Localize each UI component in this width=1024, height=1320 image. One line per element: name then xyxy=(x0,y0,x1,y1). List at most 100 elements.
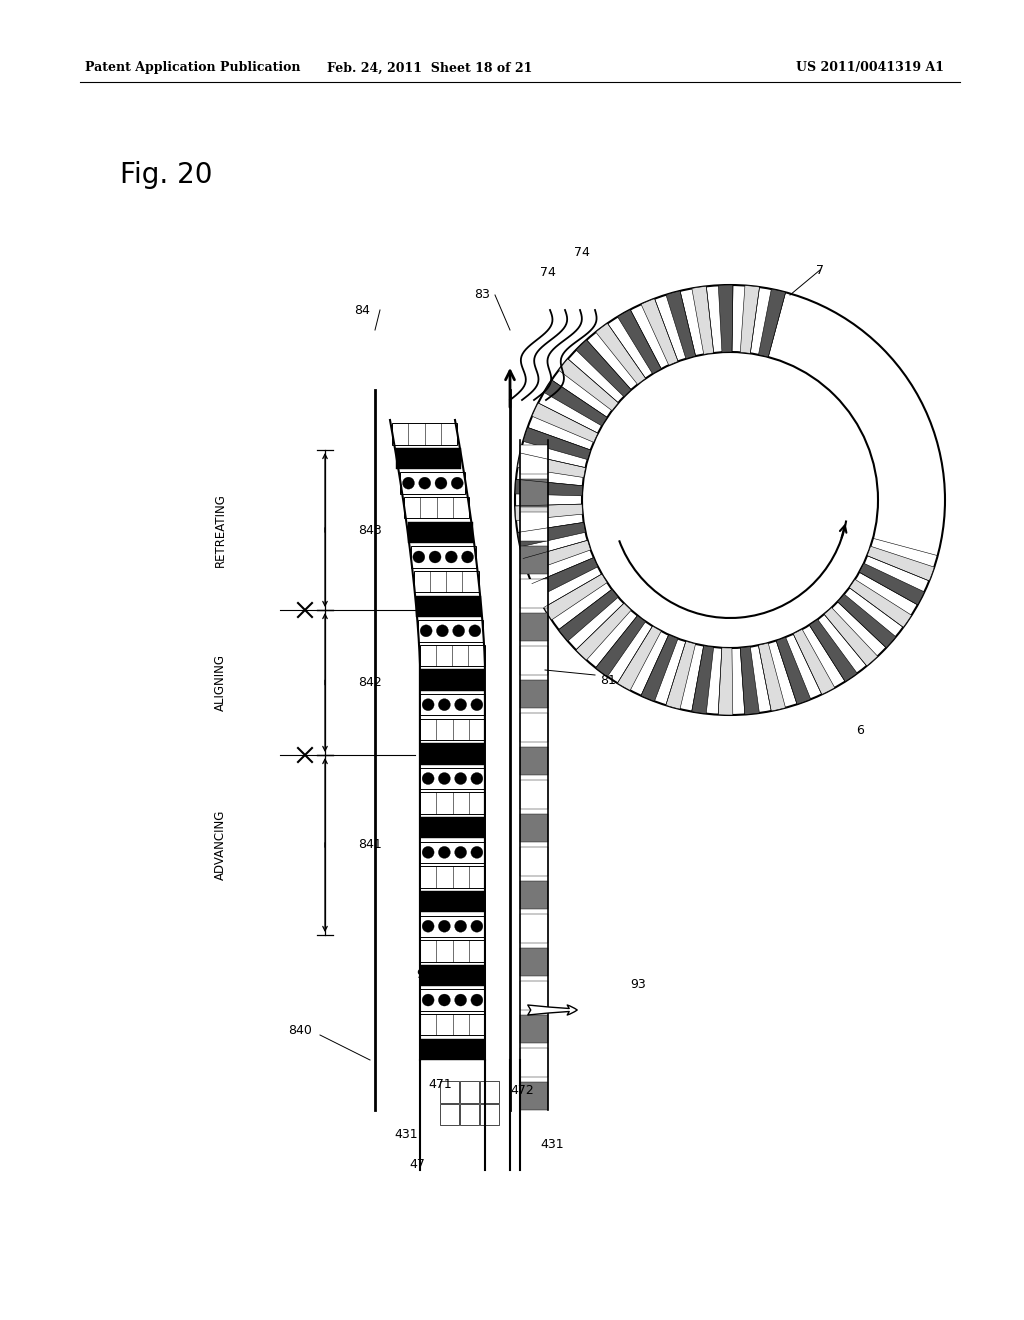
Bar xyxy=(520,512,548,540)
Bar xyxy=(418,620,483,642)
Bar xyxy=(520,847,548,875)
Polygon shape xyxy=(740,285,760,354)
Circle shape xyxy=(453,624,465,636)
Bar xyxy=(420,1014,485,1035)
Bar xyxy=(520,612,548,642)
Text: 81: 81 xyxy=(600,673,615,686)
Bar xyxy=(420,743,485,764)
Circle shape xyxy=(435,477,447,490)
Polygon shape xyxy=(740,647,760,714)
Bar xyxy=(420,940,485,961)
Circle shape xyxy=(438,846,451,858)
Bar xyxy=(520,645,548,675)
Bar xyxy=(420,965,485,986)
Polygon shape xyxy=(544,574,607,620)
Text: 47: 47 xyxy=(410,1159,425,1172)
Circle shape xyxy=(438,698,451,710)
Text: 431: 431 xyxy=(540,1138,563,1151)
Bar xyxy=(520,747,548,775)
Text: 83: 83 xyxy=(474,289,490,301)
Text: 842: 842 xyxy=(358,676,382,689)
Bar xyxy=(420,718,485,741)
Bar xyxy=(520,780,548,808)
Polygon shape xyxy=(558,589,618,642)
Bar xyxy=(400,473,465,494)
Bar xyxy=(420,694,485,715)
Text: 431: 431 xyxy=(394,1129,418,1142)
Bar xyxy=(520,445,548,474)
Circle shape xyxy=(438,772,451,784)
Polygon shape xyxy=(641,298,678,366)
Polygon shape xyxy=(559,359,618,411)
Bar xyxy=(420,1039,485,1060)
Circle shape xyxy=(469,624,481,636)
Text: 472: 472 xyxy=(510,1084,534,1097)
Bar xyxy=(420,866,485,887)
Polygon shape xyxy=(859,564,925,605)
Bar xyxy=(480,1081,499,1102)
Text: 843: 843 xyxy=(358,524,382,536)
Bar xyxy=(520,981,548,1010)
Bar xyxy=(460,1081,479,1102)
Circle shape xyxy=(438,920,451,932)
Polygon shape xyxy=(617,626,662,690)
Circle shape xyxy=(471,772,483,784)
Bar xyxy=(520,813,548,842)
Polygon shape xyxy=(523,428,591,459)
Text: US 2011/0041319 A1: US 2011/0041319 A1 xyxy=(796,62,944,74)
Polygon shape xyxy=(575,603,631,660)
Bar xyxy=(420,990,485,1011)
Bar xyxy=(420,891,485,912)
Polygon shape xyxy=(666,642,695,709)
Bar xyxy=(420,817,485,838)
Bar xyxy=(420,916,485,937)
Polygon shape xyxy=(596,323,646,384)
Text: Fig. 20: Fig. 20 xyxy=(120,161,213,189)
Circle shape xyxy=(471,920,483,932)
Bar xyxy=(416,595,481,616)
Bar xyxy=(520,545,548,574)
Circle shape xyxy=(422,920,434,932)
Bar xyxy=(520,1081,548,1110)
Bar xyxy=(520,1015,548,1043)
Bar xyxy=(460,1104,479,1125)
Polygon shape xyxy=(515,504,583,520)
Polygon shape xyxy=(849,579,911,627)
Polygon shape xyxy=(641,635,678,701)
Bar xyxy=(440,1081,459,1102)
Circle shape xyxy=(455,698,467,710)
Circle shape xyxy=(422,772,434,784)
Text: 841: 841 xyxy=(358,838,382,851)
Circle shape xyxy=(455,994,467,1006)
Bar xyxy=(420,792,485,814)
Circle shape xyxy=(455,846,467,858)
Text: RETREATING: RETREATING xyxy=(213,494,226,566)
Bar xyxy=(520,948,548,975)
Text: 84: 84 xyxy=(354,304,370,317)
Circle shape xyxy=(438,994,451,1006)
Bar xyxy=(440,1104,459,1125)
Bar xyxy=(392,424,457,445)
Circle shape xyxy=(422,994,434,1006)
Text: 7: 7 xyxy=(816,264,824,276)
Text: Feb. 24, 2011  Sheet 18 of 21: Feb. 24, 2011 Sheet 18 of 21 xyxy=(328,62,532,74)
Circle shape xyxy=(455,920,467,932)
Polygon shape xyxy=(617,309,662,374)
Text: 840: 840 xyxy=(288,1023,312,1036)
Polygon shape xyxy=(515,479,583,496)
Polygon shape xyxy=(718,648,733,715)
Polygon shape xyxy=(532,403,598,442)
Text: ALIGNING: ALIGNING xyxy=(213,653,226,711)
Bar xyxy=(520,479,548,507)
Polygon shape xyxy=(517,453,586,478)
Bar xyxy=(408,521,472,543)
Polygon shape xyxy=(691,645,714,714)
Text: Patent Application Publication: Patent Application Publication xyxy=(85,62,300,74)
Bar xyxy=(520,913,548,942)
Polygon shape xyxy=(531,557,598,597)
Circle shape xyxy=(471,846,483,858)
Circle shape xyxy=(462,550,473,564)
Circle shape xyxy=(429,550,441,564)
Circle shape xyxy=(436,624,449,636)
Bar xyxy=(480,1104,499,1125)
